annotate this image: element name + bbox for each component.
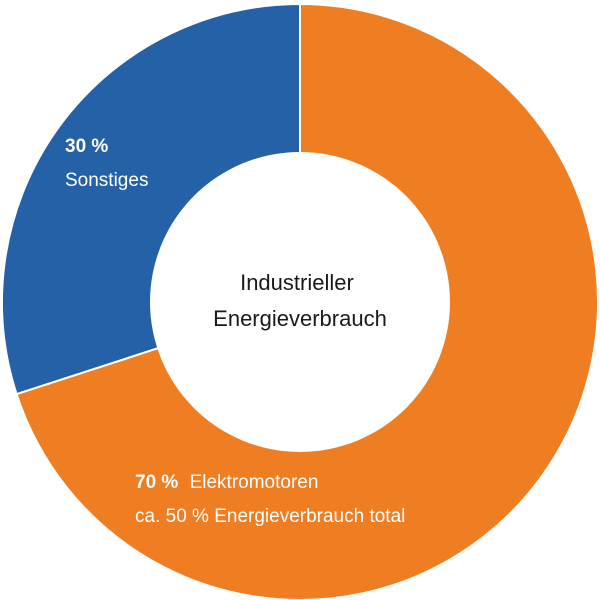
slice-label-elektromotoren: 70 % Elektromotoren ca. 50 % Energieverb… [135, 472, 405, 527]
slice-name-sonstiges: Sonstiges [65, 170, 148, 191]
slice-value-sonstiges: 30 % [65, 136, 108, 157]
donut-hole [150, 152, 450, 452]
slice-name-elektromotoren: Elektromotoren [190, 472, 319, 493]
slice-note-elektromotoren: ca. 50 % Energieverbrauch total [135, 506, 405, 527]
slice-label-sonstiges: 30 % Sonstiges [65, 136, 148, 191]
center-label: Industrieller Energieverbrauch [213, 270, 387, 331]
slice-value-elektromotoren: 70 % [135, 472, 178, 493]
center-label-line-1: Industrieller [240, 270, 354, 295]
center-label-line-2: Energieverbrauch [213, 306, 387, 331]
